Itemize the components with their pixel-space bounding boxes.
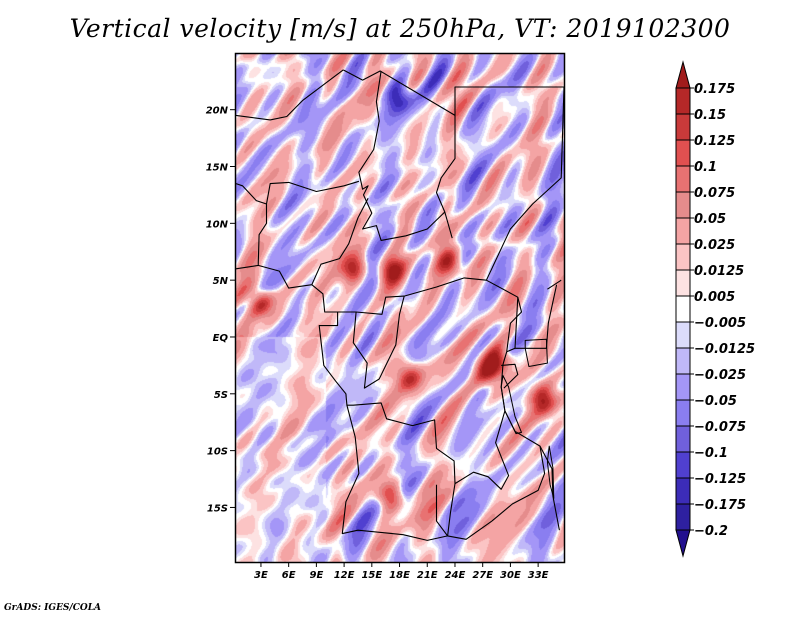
colorbar-label: 0.05 (694, 212, 726, 227)
x-tick-label: 18E (389, 570, 410, 581)
y-tick-label: 20N (206, 106, 229, 117)
chart-title: Vertical velocity [m/s] at 250hPa, VT: 2… (69, 14, 731, 43)
colorbar-box (675, 295, 691, 323)
country-border (258, 198, 369, 289)
colorbar-label: 0.1 (694, 160, 717, 175)
colorbar-label: 0.0125 (694, 264, 744, 279)
country-borders (235, 69, 565, 541)
y-tick-label: 10S (207, 447, 228, 458)
colorbar-box (675, 217, 691, 245)
country-border (235, 69, 344, 121)
colorbar-label: −0.2 (694, 524, 728, 539)
country-border (454, 86, 564, 116)
country-border (485, 86, 565, 281)
x-axis: 3E 6E 9E 12E 15E 18E 21E 24E 27E 30E 33E (254, 562, 549, 581)
y-tick-label: 15N (206, 163, 229, 174)
country-border (547, 279, 562, 290)
country-border (447, 483, 456, 536)
colorbar-label: 0.175 (694, 82, 735, 97)
x-tick-label: 24E (445, 570, 466, 581)
lake-outline (546, 445, 555, 499)
colorbar-label: −0.0125 (694, 342, 755, 357)
colorbar-box (675, 87, 691, 115)
country-border (501, 363, 519, 389)
y-tick-label: 5S (214, 390, 228, 401)
colorbar-box (675, 139, 691, 167)
x-tick-label: 3E (254, 570, 268, 581)
lake-outline (524, 338, 548, 367)
colorbar-box (675, 113, 691, 141)
colorbar-box (675, 451, 691, 479)
grads-credit: GrADS: IGES/COLA (4, 603, 102, 613)
y-axis: 20N 15N 10N 5N EQ 5S 10S 15S (206, 106, 236, 514)
colorbar-label: −0.1 (694, 446, 728, 461)
y-tick-label: 5N (213, 276, 229, 287)
colorbar-label: 0.075 (694, 186, 735, 201)
colorbar-label: 0.005 (694, 290, 735, 305)
colorbar-box (675, 477, 691, 505)
colorbar-box (675, 347, 691, 375)
colorbar-box (675, 425, 691, 453)
colorbar-label: −0.075 (694, 420, 746, 435)
country-border (352, 295, 405, 389)
x-tick-label: 33E (528, 570, 549, 581)
country-border (514, 297, 519, 349)
colorbar-label: −0.05 (694, 394, 737, 409)
colorbar-box (675, 243, 691, 271)
colorbar-bottom-triangle (675, 529, 691, 558)
colorbar-label: 0.15 (694, 108, 726, 123)
x-tick-label: 21E (417, 570, 438, 581)
colorbar-box (675, 269, 691, 297)
x-tick-label: 6E (282, 570, 296, 581)
colorbar-label: −0.005 (694, 316, 746, 331)
colorbar: 0.175 0.15 0.125 0.1 0.075 0.05 0.025 0.0125 0.0… (675, 60, 755, 558)
x-tick-label: 9E (309, 570, 323, 581)
colorbar-label: −0.125 (694, 472, 746, 487)
lake-outline (500, 375, 522, 435)
y-tick-label: EQ (213, 333, 229, 344)
x-tick-label: 30E (500, 570, 521, 581)
vertical-velocity-field (236, 54, 564, 562)
country-border (318, 312, 510, 490)
y-tick-label: 15S (207, 503, 228, 514)
colorbar-label: −0.025 (694, 368, 746, 383)
country-border (539, 445, 560, 531)
x-tick-label: 15E (361, 570, 382, 581)
country-border (341, 405, 493, 541)
colorbar-box (675, 191, 691, 219)
x-tick-label: 27E (472, 570, 493, 581)
colorbar-label: −0.175 (694, 498, 746, 513)
colorbar-box (675, 399, 691, 427)
colorbar-label: 0.125 (694, 134, 735, 149)
colorbar-box (675, 503, 691, 531)
country-border (235, 204, 268, 270)
map-frame (234, 52, 566, 564)
colorbar-box (675, 373, 691, 401)
colorbar-top-triangle (675, 60, 691, 89)
colorbar-label: 0.025 (694, 238, 735, 253)
country-border (342, 69, 456, 239)
country-border (435, 484, 449, 537)
colorbar-box (675, 321, 691, 349)
country-border (235, 180, 360, 205)
x-tick-label: 12E (334, 570, 355, 581)
y-tick-label: 10N (206, 219, 229, 230)
country-border (311, 277, 523, 352)
country-border (358, 70, 446, 241)
colorbar-box (675, 165, 691, 193)
